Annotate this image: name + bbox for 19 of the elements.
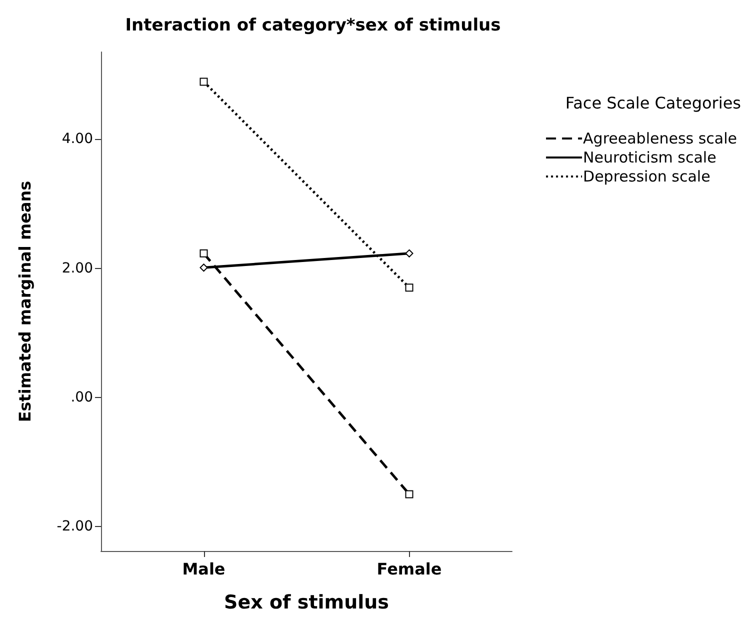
point — [405, 490, 414, 498]
point — [405, 284, 414, 292]
y-tick-label: 4.00 — [62, 131, 93, 148]
x-tick-label: Male — [182, 560, 226, 578]
x-tick-label: Female — [376, 560, 442, 578]
y-tick-label: 2.00 — [62, 260, 93, 276]
y-tick-label: -2.00 — [56, 518, 93, 534]
legend-label: Agreeableness scale — [583, 130, 738, 148]
point — [200, 78, 208, 86]
point — [405, 249, 414, 258]
point — [200, 264, 208, 272]
chart-title: Interaction of category*sex of stimulus — [125, 16, 501, 36]
y-tick-label: .00 — [70, 389, 93, 406]
legend-label: Neuroticism scale — [583, 148, 716, 166]
y-axis-title: Estimated marginal means — [16, 180, 34, 422]
legend-title: Face Scale Categories — [565, 94, 741, 112]
point — [200, 249, 208, 258]
x-axis-title: Sex of stimulus — [224, 592, 389, 614]
legend-label: Depression scale — [583, 168, 710, 186]
